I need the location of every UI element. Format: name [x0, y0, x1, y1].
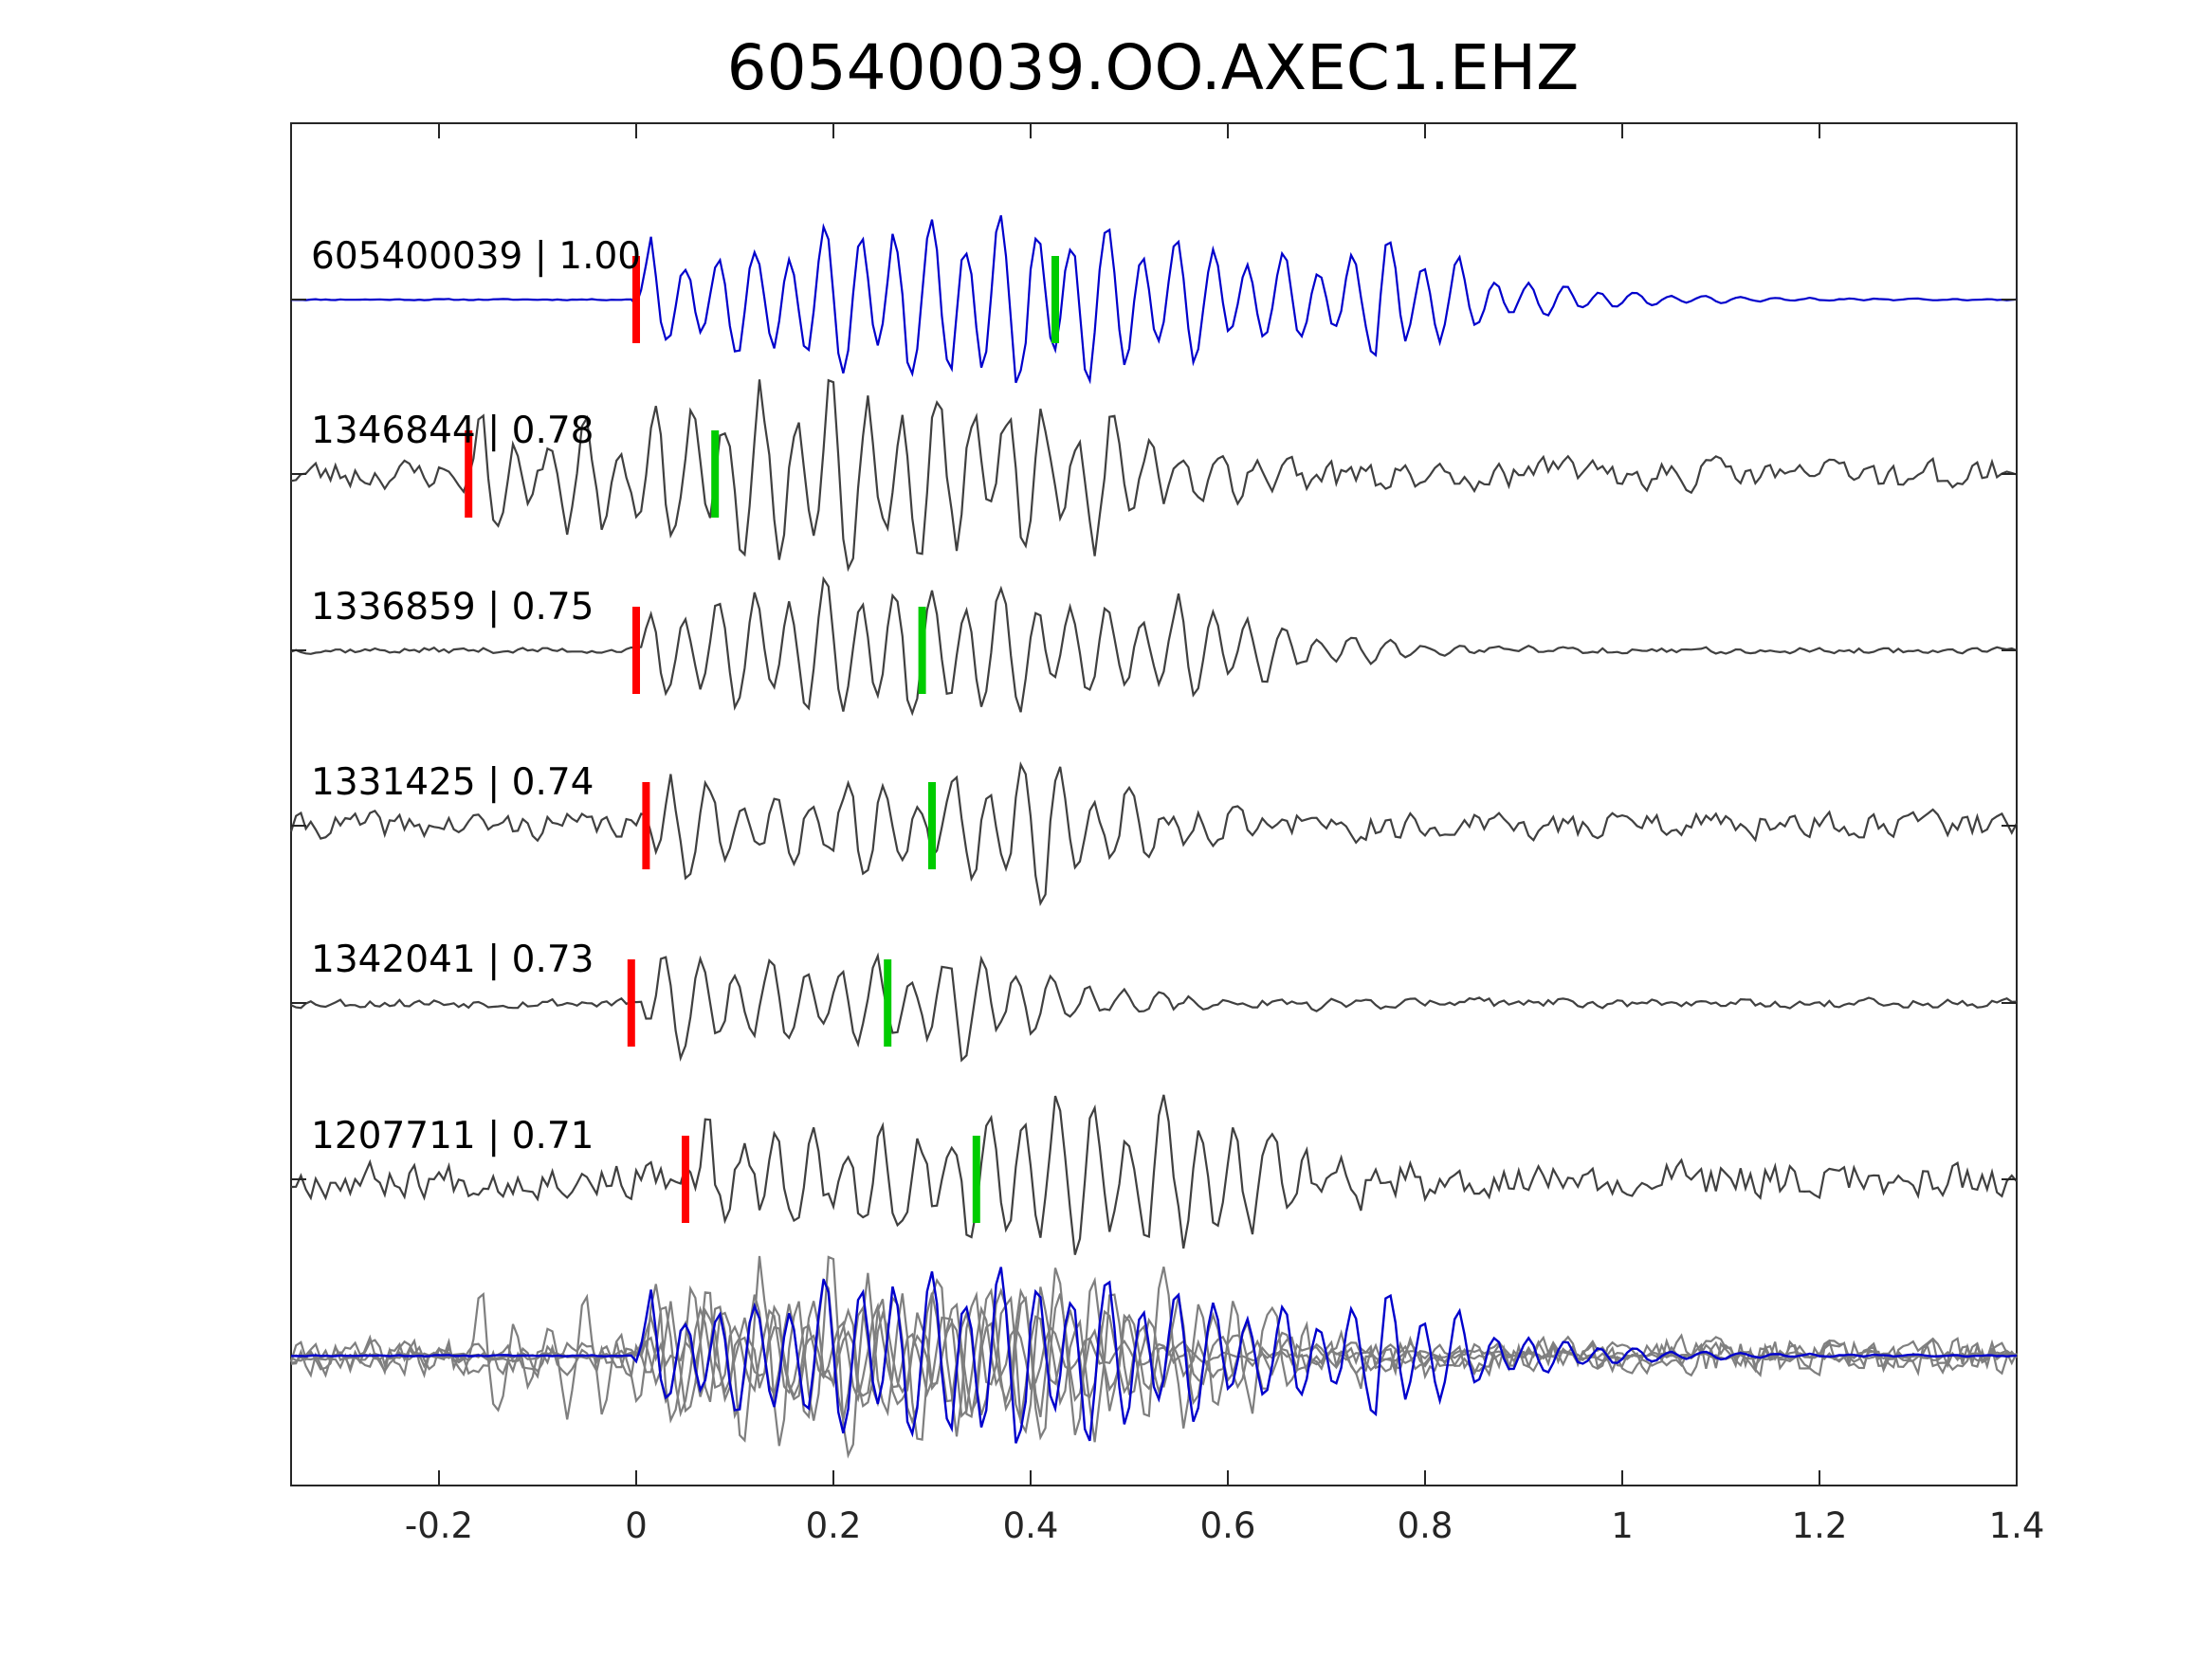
x-tick-label: -0.2 — [405, 1505, 473, 1546]
s-pick-marker — [1051, 256, 1059, 343]
p-pick-marker — [465, 430, 473, 518]
chart-title: 605400039.OO.AXEC1.EHZ — [727, 31, 1580, 104]
trace-1331425 — [289, 760, 2018, 907]
trace-1336859 — [290, 575, 2018, 717]
overlay-trace-605400039 — [290, 1267, 2018, 1444]
s-pick-marker — [918, 607, 926, 694]
s-pick-marker — [928, 782, 936, 869]
trace-1342041 — [290, 952, 2018, 1063]
trace-stack — [289, 214, 2018, 1255]
trace-label: 1207711 | 0.71 — [311, 1115, 594, 1158]
x-axis: -0.2 0 0.2 0.4 0.6 0.8 1 1.2 1.4 — [405, 123, 2045, 1546]
trace-label: 1346844 | 0.78 — [311, 410, 594, 452]
overlay-stack — [289, 1255, 2018, 1459]
p-pick-marker — [632, 607, 640, 694]
trace-labels: 605400039 | 1.00 1346844 | 0.78 1336859 | … — [311, 235, 641, 1158]
trace-1207711 — [290, 1094, 2018, 1255]
p-pick-marker — [682, 1136, 689, 1223]
pick-markers — [465, 256, 1059, 1223]
plot-frame — [290, 122, 2018, 1486]
x-tick-label: 0.6 — [1200, 1505, 1256, 1546]
x-tick-label: 0.4 — [1003, 1505, 1059, 1546]
p-pick-marker — [632, 256, 640, 343]
trace-label: 1342041 | 0.73 — [311, 939, 594, 981]
trace-label: 605400039 | 1.00 — [311, 235, 641, 278]
x-tick-label: 0.2 — [806, 1505, 862, 1546]
x-tick-label: 0.8 — [1398, 1505, 1453, 1546]
x-tick-label: 0 — [625, 1505, 648, 1546]
p-pick-marker — [627, 959, 635, 1047]
trace-1346844 — [290, 378, 2018, 573]
p-pick-marker — [642, 782, 650, 869]
s-pick-marker — [711, 430, 720, 518]
x-tick-label: 1.2 — [1792, 1505, 1848, 1546]
x-tick-label: 1.4 — [1989, 1505, 2045, 1546]
x-tick-label: 1 — [1611, 1505, 1634, 1546]
trace-label: 1336859 | 0.75 — [311, 586, 594, 629]
trace-605400039 — [290, 214, 2018, 385]
s-pick-marker — [884, 959, 892, 1047]
trace-label: 1331425 | 0.74 — [311, 761, 594, 804]
s-pick-marker — [972, 1136, 980, 1223]
